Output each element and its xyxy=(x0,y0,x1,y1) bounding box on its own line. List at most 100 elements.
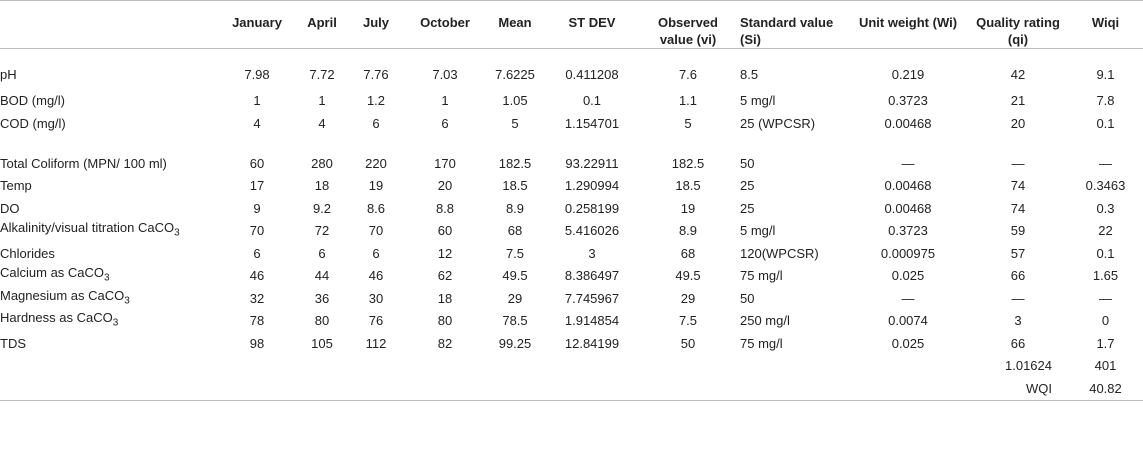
header-july: July xyxy=(362,15,389,30)
cell-observed: 182.5 xyxy=(671,155,705,171)
cell-quality-rating: 42 xyxy=(1010,67,1026,82)
cell-october: 1 xyxy=(441,93,449,109)
cell-observed: 1.1 xyxy=(678,93,698,109)
cell-october: 170 xyxy=(434,155,456,171)
empty-cell xyxy=(848,377,968,401)
cell-october: 8.8 xyxy=(435,200,455,216)
cell-quality-rating: — xyxy=(1011,290,1025,306)
cell-quality-rating: 3 xyxy=(1014,313,1022,329)
cell-wiqi: 0 xyxy=(1101,313,1110,329)
wqi-value: 40.82 xyxy=(1068,377,1143,401)
cell-parameter: COD (mg/l) xyxy=(0,113,218,153)
cell-mean: 5 xyxy=(511,115,519,131)
cell-standard: 5 mg/l xyxy=(740,223,776,239)
cell-wiqi: 9.1 xyxy=(1096,67,1115,82)
cell-parameter: BOD (mg/l) xyxy=(0,90,218,113)
table-row: Alkalinity/visual titration CaCO3 70 72 70 6… xyxy=(0,220,1143,243)
parameter-label: Hardness as CaCO xyxy=(0,310,113,326)
empty-cell xyxy=(404,355,486,378)
cell-wiqi: 7.8 xyxy=(1096,93,1115,109)
table-row: Calcium as CaCO3 46 44 46 62 49.5 8.386497 49.5… xyxy=(0,265,1143,288)
empty-cell xyxy=(218,377,296,401)
cell-october: 12 xyxy=(437,245,453,261)
cell-january: 7.98 xyxy=(244,67,270,82)
cell-st-dev: 8.386497 xyxy=(564,268,620,284)
cell-july: 46 xyxy=(368,268,384,284)
cell-mean: 7.5 xyxy=(505,245,525,261)
cell-observed: 8.9 xyxy=(678,223,698,239)
cell-mean: 78.5 xyxy=(502,313,528,329)
empty-cell xyxy=(736,377,848,401)
cell-standard: 25 xyxy=(740,200,755,216)
cell-parameter: Hardness as CaCO3 xyxy=(0,310,218,333)
cell-april: 9.2 xyxy=(312,200,332,216)
cell-quality-rating: 21 xyxy=(1010,93,1026,109)
empty-cell xyxy=(544,377,640,401)
cell-july: 8.6 xyxy=(366,200,386,216)
empty-cell xyxy=(218,355,296,378)
table-row: Total Coliform (MPN/ 100 ml) 60 280 220 170 1… xyxy=(0,153,1143,176)
table-row: pH 7.98 7.72 7.76 7.03 7.6225 0.411208 7.6 8.5 0.… xyxy=(0,49,1143,91)
cell-standard: 250 mg/l xyxy=(740,313,790,329)
cell-april: 6 xyxy=(318,245,326,261)
empty-cell xyxy=(640,355,736,378)
parameter-subscript: 3 xyxy=(124,295,130,307)
parameter-subscript: 3 xyxy=(112,318,119,330)
cell-january: 32 xyxy=(249,290,265,306)
cell-standard: 75 mg/l xyxy=(740,335,783,351)
cell-april: 18 xyxy=(314,178,330,194)
empty-cell xyxy=(348,355,404,378)
table-body: pH 7.98 7.72 7.76 7.03 7.6225 0.411208 7.6 8.5 0.… xyxy=(0,49,1143,401)
cell-unit-weight: 0.025 xyxy=(891,268,925,284)
cell-wiqi: — xyxy=(1099,290,1112,306)
cell-mean: 182.5 xyxy=(498,155,532,171)
cell-mean: 99.25 xyxy=(498,335,532,351)
cell-april: 36 xyxy=(314,290,330,306)
header-mean: Mean xyxy=(498,15,532,30)
cell-st-dev: 3 xyxy=(588,245,596,261)
cell-mean: 29 xyxy=(507,290,523,306)
cell-july: 30 xyxy=(368,290,384,306)
cell-mean: 18.5 xyxy=(502,178,528,194)
empty-cell xyxy=(404,377,486,401)
cell-observed: 29 xyxy=(680,290,696,306)
cell-parameter: pH xyxy=(0,49,218,91)
cell-july: 7.76 xyxy=(363,67,389,82)
empty-cell xyxy=(544,355,640,378)
cell-january: 9 xyxy=(253,200,261,216)
parameter-label: TDS xyxy=(0,335,26,351)
header-january: January xyxy=(232,15,282,30)
cell-wiqi: 0.3 xyxy=(1096,200,1115,216)
cell-unit-weight: 0.00468 xyxy=(884,200,932,216)
cell-january: 60 xyxy=(249,155,265,171)
cell-parameter: TDS xyxy=(0,333,218,356)
cell-october: 82 xyxy=(437,335,453,351)
cell-observed: 50 xyxy=(680,335,696,351)
cell-standard: 120(WPCSR) xyxy=(740,245,819,261)
cell-standard: 75 mg/l xyxy=(740,268,783,284)
cell-st-dev: 1.290994 xyxy=(564,178,620,194)
cell-standard: 5 mg/l xyxy=(740,93,776,109)
empty-cell xyxy=(296,377,348,401)
empty-cell xyxy=(486,355,544,378)
cell-observed: 68 xyxy=(680,245,696,261)
cell-unit-weight: 0.3723 xyxy=(888,223,928,239)
cell-parameter: Alkalinity/visual titration CaCO3 xyxy=(0,220,218,243)
cell-quality-rating: 59 xyxy=(1010,223,1026,239)
cell-july: 19 xyxy=(368,178,384,194)
cell-st-dev: 0.1 xyxy=(582,93,602,109)
cell-october: 60 xyxy=(437,223,453,239)
cell-october: 18 xyxy=(437,290,453,306)
cell-april: 80 xyxy=(314,313,330,329)
cell-october: 7.03 xyxy=(432,67,458,82)
cell-mean: 8.9 xyxy=(505,200,525,216)
table-row: TDS 98 105 112 82 99.25 12.84199 50 75 mg/l 0.025… xyxy=(0,333,1143,356)
cell-observed: 7.5 xyxy=(678,313,698,329)
cell-parameter: Calcium as CaCO3 xyxy=(0,265,218,288)
table-row: COD (mg/l) 4 4 6 6 5 1.154701 5 25 (WPCSR) 0.0046… xyxy=(0,113,1143,153)
parameter-label: Chlorides xyxy=(0,245,55,261)
parameter-label: Total Coliform (MPN/ 100 ml) xyxy=(0,155,167,171)
header-unit-weight: Unit weight (Wi) xyxy=(858,15,958,30)
table-row: BOD (mg/l) 1 1 1.2 1 1.05 0.1 1.1 5 mg/l 0.3723 21… xyxy=(0,90,1143,113)
cell-standard: 8.5 xyxy=(740,67,759,82)
